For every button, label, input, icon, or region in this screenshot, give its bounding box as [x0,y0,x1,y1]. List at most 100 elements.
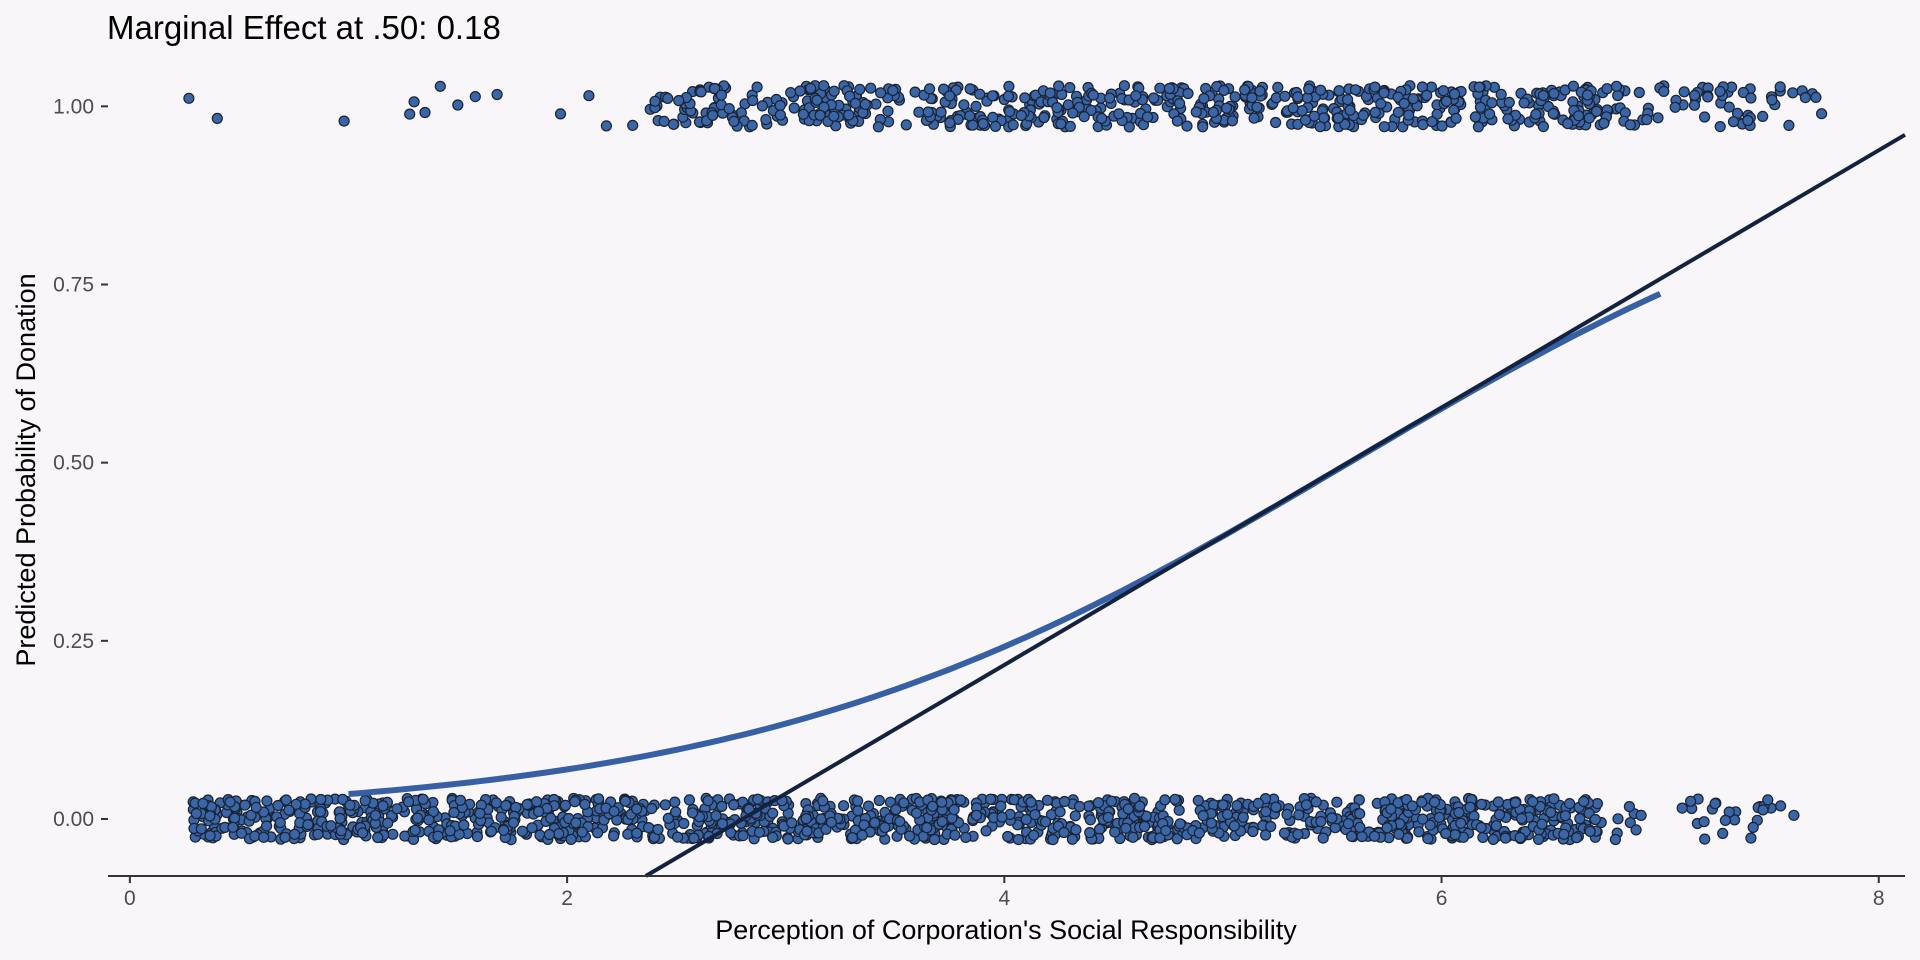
data-point [1737,86,1750,99]
data-point [1163,82,1176,95]
data-point [923,83,936,95]
data-point [1799,91,1812,104]
data-point [1658,85,1670,98]
x-tick-label: 0 [124,887,136,910]
data-point [195,823,207,835]
data-point [921,822,933,834]
data-point [851,795,864,807]
data-point [1406,800,1419,812]
data-point [1709,798,1721,810]
data-point [1058,826,1070,839]
data-point [1105,795,1118,807]
data-point [1762,794,1774,806]
data-point [1714,120,1726,133]
data-point [448,806,460,819]
data-point [894,815,906,828]
data-point [1532,833,1545,846]
data-point [1317,832,1329,844]
data-point [760,113,772,126]
data-point [357,827,369,839]
data-point [753,826,766,839]
data-point [715,89,728,101]
data-point [530,796,543,808]
data-point [1474,101,1487,114]
data-point [1483,108,1496,120]
data-point [404,108,416,120]
data-point [1422,832,1434,845]
data-point [1073,800,1086,813]
data-point [1292,828,1304,840]
data-point [984,793,997,805]
data-point [846,832,859,844]
axes-layer: 0 2 4 6 8 0.00 0.25 0.50 0.75 1.00 [53,95,1905,910]
data-point [409,824,421,836]
data-point [837,800,850,812]
data-point [334,812,346,825]
data-point [1486,97,1498,109]
data-point [1130,90,1142,102]
data-point [1378,87,1390,99]
data-point [1547,107,1559,120]
data-point [245,809,257,821]
data-point [652,823,664,836]
data-point [926,800,939,812]
data-point [1378,121,1390,133]
x-axis-label: Perception of Corporation's Social Respo… [715,915,1297,945]
data-point [662,92,674,105]
data-point [1197,809,1209,822]
data-point [1058,795,1071,808]
data-point [1169,793,1181,805]
data-point [1416,813,1429,825]
data-point [1093,823,1106,835]
data-point [1085,104,1097,117]
data-point [794,85,806,97]
data-point [1727,116,1740,128]
data-point [1002,90,1015,102]
data-point [1109,826,1121,838]
data-point [723,102,735,115]
data-point [1624,119,1636,131]
data-point [1381,822,1393,834]
data-point [1134,800,1146,812]
data-point [1421,89,1433,102]
data-point [338,115,350,127]
data-point [485,825,497,837]
data-point [814,109,826,121]
data-point [1270,801,1282,813]
data-point [695,86,707,98]
data-point [543,828,556,841]
data-point [922,106,934,118]
data-point [1064,81,1076,94]
data-point [211,112,223,125]
data-point [1349,84,1362,96]
data-point [658,115,670,128]
data-point [1315,815,1327,828]
data-point [1448,88,1461,100]
data-point [1416,796,1428,808]
data-point [974,88,986,100]
data-point [1469,111,1482,123]
data-point [989,120,1002,133]
data-point [1624,817,1636,829]
data-point [1127,831,1139,843]
y-tick-label: 1.00 [53,95,94,118]
data-point [631,803,643,815]
data-point [302,818,314,831]
data-point [1087,89,1099,101]
data-point [1684,795,1697,807]
data-point [980,825,992,837]
data-point [1473,81,1485,93]
data-point [1509,796,1522,809]
data-point [1247,825,1259,838]
data-point [728,115,740,128]
chart-title: Marginal Effect at .50: 0.18 [107,9,501,46]
data-point [645,802,658,815]
data-point [608,805,620,817]
data-point [592,793,605,805]
data-point [671,831,684,843]
data-point [1272,81,1284,94]
data-point [1003,105,1016,118]
data-point [1299,114,1312,126]
data-point [1455,817,1467,829]
data-point [843,90,856,102]
